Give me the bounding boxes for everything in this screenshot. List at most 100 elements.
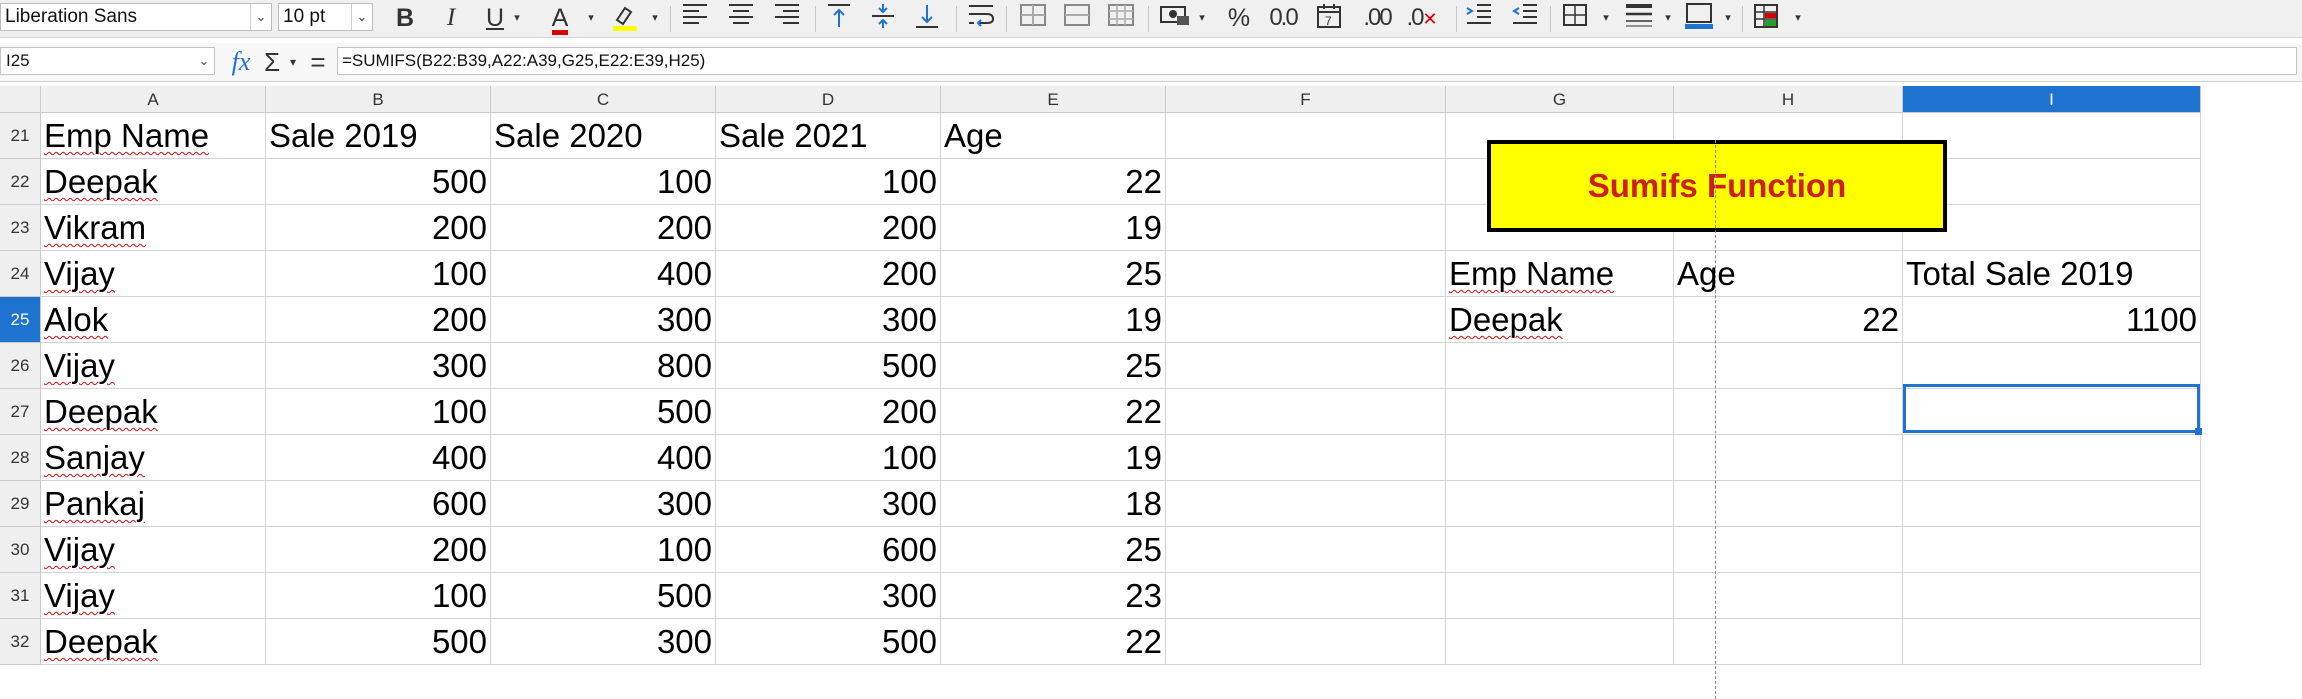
cell-h28[interactable]: [1674, 435, 1903, 481]
cell-d25[interactable]: 300: [716, 297, 941, 343]
cell-g24[interactable]: Emp Name: [1446, 251, 1674, 297]
decrease-indent-icon[interactable]: [1508, 2, 1542, 34]
border-color-icon[interactable]: [1682, 2, 1716, 34]
cell-i27[interactable]: [1903, 389, 2201, 435]
cell-c24[interactable]: 400: [491, 251, 716, 297]
cell-h32[interactable]: [1674, 619, 1903, 665]
cell-a23[interactable]: Vikram: [41, 205, 266, 251]
column-header-f[interactable]: F: [1166, 86, 1446, 113]
cell-g31[interactable]: [1446, 573, 1674, 619]
cell-b21[interactable]: Sale 2019: [266, 113, 491, 159]
cell-a32[interactable]: Deepak: [41, 619, 266, 665]
cell-d27[interactable]: 200: [716, 389, 941, 435]
cell-e22[interactable]: 22: [941, 159, 1166, 205]
cell-e21[interactable]: Age: [941, 113, 1166, 159]
cell-d23[interactable]: 200: [716, 205, 941, 251]
chevron-down-icon[interactable]: ▾: [289, 55, 297, 69]
chevron-down-icon[interactable]: ▾: [1725, 12, 1731, 24]
cell-d24[interactable]: 200: [716, 251, 941, 297]
cell-i32[interactable]: [1903, 619, 2201, 665]
row-header-27[interactable]: 27: [0, 389, 41, 435]
cell-f24[interactable]: [1166, 251, 1446, 297]
formula-equals-icon[interactable]: =: [310, 47, 326, 77]
cell-h29[interactable]: [1674, 481, 1903, 527]
row-header-30[interactable]: 30: [0, 527, 41, 573]
cell-g26[interactable]: [1446, 343, 1674, 389]
chevron-down-icon[interactable]: ▾: [1795, 12, 1801, 24]
cell-a24[interactable]: Vijay: [41, 251, 266, 297]
cell-i24[interactable]: Total Sale 2019: [1903, 251, 2201, 297]
align-center-icon[interactable]: [724, 2, 758, 34]
cell-f23[interactable]: [1166, 205, 1446, 251]
row-header-25[interactable]: 25: [0, 297, 41, 343]
cell-e29[interactable]: 18: [941, 481, 1166, 527]
select-all-corner[interactable]: [0, 86, 41, 113]
bold-icon[interactable]: B: [395, 4, 415, 32]
cell-f30[interactable]: [1166, 527, 1446, 573]
font-name-box[interactable]: Liberation Sans ⌄: [0, 3, 272, 31]
cell-c23[interactable]: 200: [491, 205, 716, 251]
column-header-d[interactable]: D: [716, 86, 941, 113]
wrap-text-icon[interactable]: [964, 2, 998, 34]
chevron-down-icon[interactable]: ⌄: [250, 4, 271, 30]
cell-c29[interactable]: 300: [491, 481, 716, 527]
cell-f25[interactable]: [1166, 297, 1446, 343]
borders-icon[interactable]: [1558, 2, 1592, 34]
chevron-down-icon[interactable]: ▾: [652, 12, 658, 24]
row-header-31[interactable]: 31: [0, 573, 41, 619]
cell-e30[interactable]: 25: [941, 527, 1166, 573]
cell-a26[interactable]: Vijay: [41, 343, 266, 389]
cell-c31[interactable]: 500: [491, 573, 716, 619]
column-header-e[interactable]: E: [941, 86, 1166, 113]
cell-c25[interactable]: 300: [491, 297, 716, 343]
cell-e31[interactable]: 23: [941, 573, 1166, 619]
row-header-29[interactable]: 29: [0, 481, 41, 527]
cell-g27[interactable]: [1446, 389, 1674, 435]
cell-b30[interactable]: 200: [266, 527, 491, 573]
cell-b25[interactable]: 200: [266, 297, 491, 343]
cell-e28[interactable]: 19: [941, 435, 1166, 481]
cell-a27[interactable]: Deepak: [41, 389, 266, 435]
cell-e26[interactable]: 25: [941, 343, 1166, 389]
cell-d29[interactable]: 300: [716, 481, 941, 527]
align-left-icon[interactable]: [678, 2, 712, 34]
cell-b26[interactable]: 300: [266, 343, 491, 389]
cell-c27[interactable]: 500: [491, 389, 716, 435]
cell-b23[interactable]: 200: [266, 205, 491, 251]
cell-g28[interactable]: [1446, 435, 1674, 481]
cell-d30[interactable]: 600: [716, 527, 941, 573]
cell-i23[interactable]: [1903, 205, 2201, 251]
sum-icon[interactable]: Σ: [263, 47, 281, 77]
cell-d28[interactable]: 100: [716, 435, 941, 481]
cell-f22[interactable]: [1166, 159, 1446, 205]
cell-e23[interactable]: 19: [941, 205, 1166, 251]
sumifs-title-box[interactable]: Sumifs Function: [1487, 140, 1947, 232]
cell-b29[interactable]: 600: [266, 481, 491, 527]
cell-a25[interactable]: Alok: [41, 297, 266, 343]
increase-indent-icon[interactable]: [1462, 2, 1496, 34]
cell-g30[interactable]: [1446, 527, 1674, 573]
conditional-format-icon[interactable]: [1750, 2, 1784, 34]
cell-g25[interactable]: Deepak: [1446, 297, 1674, 343]
cell-h26[interactable]: [1674, 343, 1903, 389]
cell-i26[interactable]: [1903, 343, 2201, 389]
align-bottom-icon[interactable]: [910, 2, 944, 34]
row-header-21[interactable]: 21: [0, 113, 41, 159]
cell-g29[interactable]: [1446, 481, 1674, 527]
cell-h27[interactable]: [1674, 389, 1903, 435]
add-decimal-icon[interactable]: .00: [1363, 4, 1392, 31]
row-header-23[interactable]: 23: [0, 205, 41, 251]
cell-f32[interactable]: [1166, 619, 1446, 665]
cell-i28[interactable]: [1903, 435, 2201, 481]
chevron-down-icon[interactable]: ▾: [1665, 12, 1671, 24]
cell-f31[interactable]: [1166, 573, 1446, 619]
row-header-28[interactable]: 28: [0, 435, 41, 481]
cell-a28[interactable]: Sanjay: [41, 435, 266, 481]
align-top-icon[interactable]: [822, 2, 856, 34]
cell-i29[interactable]: [1903, 481, 2201, 527]
column-header-i[interactable]: I: [1903, 86, 2201, 113]
merge-center-icon[interactable]: [1060, 2, 1094, 34]
cell-h25[interactable]: 22: [1674, 297, 1903, 343]
unmerge-icon[interactable]: [1104, 2, 1138, 34]
cell-a31[interactable]: Vijay: [41, 573, 266, 619]
